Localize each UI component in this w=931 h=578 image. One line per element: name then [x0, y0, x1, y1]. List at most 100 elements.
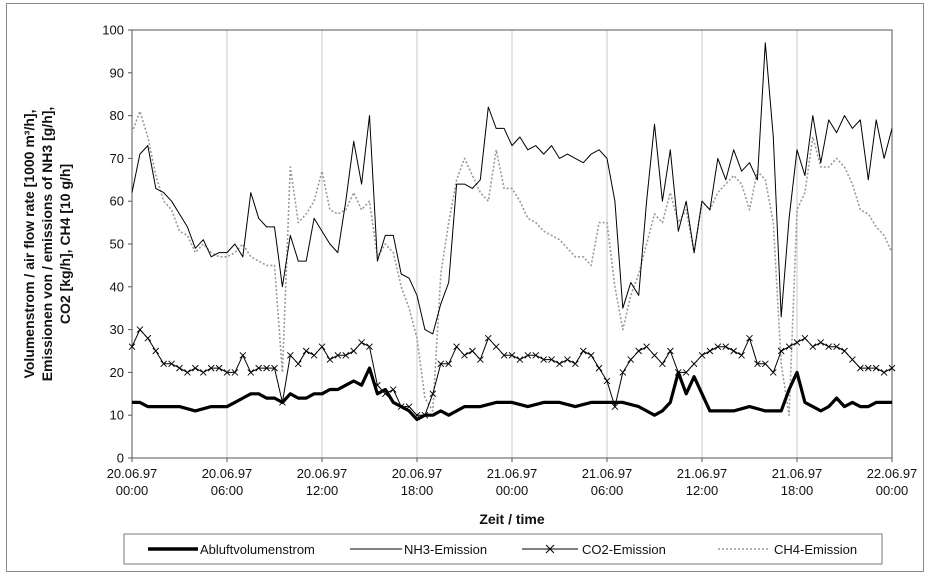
x-axis-ticks: 20.06.97 00:00 20.06.97 06:00 20.06.97 12:00 2… [107, 458, 918, 498]
series-point-co2-emission [722, 343, 730, 351]
x-tick-label-time: 12:00 [686, 483, 719, 498]
x-axis-title: Zeit / time [479, 511, 545, 527]
series-point-co2-emission [706, 347, 714, 355]
series-point-co2-emission [587, 351, 595, 359]
y-tick-label: 60 [110, 194, 124, 209]
series-line-ch4-emission [131, 110, 893, 417]
series-point-co2-emission [817, 339, 825, 346]
y-tick-label: 30 [110, 322, 124, 337]
series-point-co2-emission [271, 364, 278, 372]
series-line-abluftvolumenstrom [132, 366, 892, 422]
x-tick-label-date: 21.06.97 [772, 466, 823, 481]
x-tick-label-date: 20.06.97 [202, 466, 253, 481]
series-point-co2-emission [461, 351, 468, 359]
series-point-co2-emission [247, 369, 255, 376]
series-point-co2-emission [389, 386, 397, 393]
series-point-co2-emission [825, 343, 832, 351]
series-point-co2-emission [872, 364, 880, 372]
series-point-co2-emission [603, 377, 611, 385]
x-tick-label-date: 22.06.97 [867, 466, 918, 481]
legend-label-abluftvolumenstrom: Abluftvolumenstrom [200, 542, 315, 557]
series-point-co2-emission [643, 343, 650, 351]
series-point-co2-emission [334, 351, 342, 359]
series-point-co2-emission [508, 351, 516, 359]
series-point-co2-emission [682, 369, 690, 376]
series-point-co2-emission [762, 360, 769, 368]
y-tick-label: 50 [110, 237, 124, 252]
x-tick-label-date: 20.06.97 [297, 466, 348, 481]
series-point-co2-emission [215, 364, 223, 372]
series-point-co2-emission [144, 334, 152, 342]
series-point-co2-emission [619, 369, 627, 376]
series-point-co2-emission [532, 351, 540, 359]
series-point-co2-emission [888, 364, 896, 372]
series-layer [128, 42, 896, 422]
series-point-co2-emission [833, 343, 840, 351]
series-point-co2-emission [199, 369, 207, 376]
series-point-co2-emission [128, 343, 136, 351]
series-point-co2-emission [287, 351, 294, 359]
series-point-co2-emission [326, 356, 334, 363]
series-point-co2-emission [714, 343, 722, 351]
y-axis-title-line-1: Volumenstrom / air flow rate [1000 m³/h]… [21, 110, 37, 379]
y-tick-label: 20 [110, 365, 124, 380]
series-point-co2-emission [611, 403, 619, 410]
series-point-co2-emission [168, 360, 175, 368]
series-line-nh3-emission [131, 42, 893, 335]
series-point-co2-emission [477, 356, 484, 363]
series-point-co2-emission [635, 347, 642, 355]
series-point-co2-emission [176, 364, 183, 372]
y-tick-label: 10 [110, 408, 124, 423]
series-point-co2-emission [738, 351, 745, 359]
series-point-co2-emission [231, 369, 239, 376]
series-point-co2-emission [263, 364, 270, 372]
y-tick-label: 0 [117, 451, 124, 466]
series-point-co2-emission [492, 343, 500, 351]
series-point-co2-emission [445, 360, 452, 368]
series-point-co2-emission [857, 364, 864, 372]
y-tick-label: 80 [110, 108, 124, 123]
series-point-co2-emission [302, 347, 310, 355]
series-point-co2-emission [540, 356, 547, 363]
series-point-co2-emission [548, 356, 555, 363]
y-axis-title: Volumenstrom / air flow rate [1000 m³/h]… [21, 107, 73, 382]
series-point-co2-emission [223, 369, 231, 376]
x-tick-label-date: 21.06.97 [582, 466, 633, 481]
y-axis-title-line-3: CO2 [kg/h], CH4 [10 g/h] [57, 164, 73, 324]
y-tick-label: 40 [110, 279, 124, 294]
gridlines [226, 30, 798, 458]
series-point-co2-emission [358, 339, 365, 346]
series-point-co2-emission [754, 360, 761, 368]
legend-swatch-co2-marker [545, 544, 555, 554]
series-point-co2-emission [698, 351, 706, 359]
series-point-co2-emission [651, 351, 658, 359]
x-tick-label-time: 00:00 [876, 483, 909, 498]
x-tick-label-time: 00:00 [116, 483, 149, 498]
x-tick-label-time: 18:00 [401, 483, 434, 498]
series-point-co2-emission [500, 351, 508, 359]
series-point-co2-emission [572, 360, 579, 368]
y-tick-label: 70 [110, 151, 124, 166]
series-point-co2-emission [160, 360, 167, 368]
x-tick-label-date: 21.06.97 [487, 466, 538, 481]
series-point-co2-emission [366, 343, 373, 351]
series-point-co2-emission [152, 347, 160, 355]
series-point-co2-emission [318, 343, 326, 351]
series-point-co2-emission [516, 356, 524, 363]
x-tick-label-time: 18:00 [781, 483, 814, 498]
series-point-co2-emission [579, 347, 587, 355]
x-tick-label-date: 20.06.97 [392, 466, 443, 481]
series-point-co2-emission [429, 390, 437, 398]
series-point-co2-emission [255, 364, 262, 372]
series-point-co2-emission [453, 343, 460, 351]
series-point-co2-emission [880, 369, 888, 376]
series-point-co2-emission [659, 360, 666, 368]
series-point-co2-emission [627, 356, 635, 363]
series-point-co2-emission [484, 334, 492, 342]
series-point-co2-emission [136, 326, 144, 333]
series-point-co2-emission [556, 360, 563, 368]
series-point-co2-emission [849, 356, 856, 363]
series-point-co2-emission [595, 364, 603, 372]
x-tick-label-time: 06:00 [591, 483, 624, 498]
